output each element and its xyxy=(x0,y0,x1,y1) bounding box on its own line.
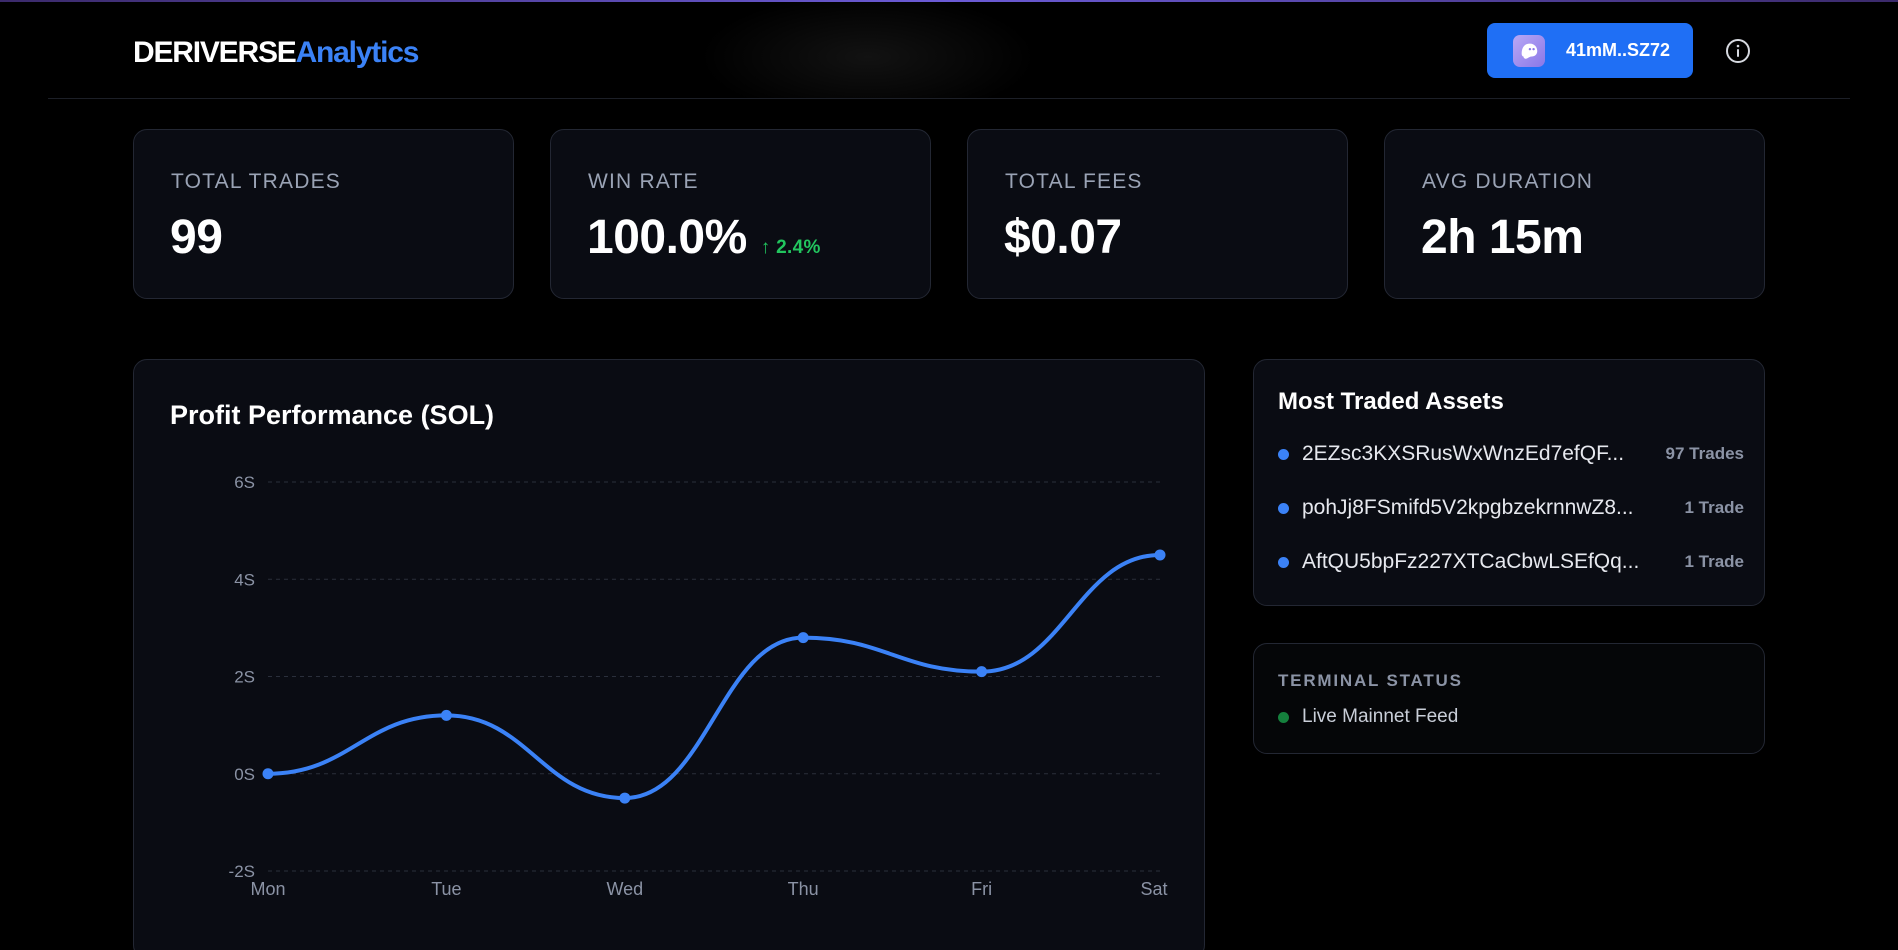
asset-dot xyxy=(1278,502,1289,514)
y-tick-label: 6S xyxy=(234,473,255,492)
info-button[interactable] xyxy=(1725,38,1751,64)
assets-title: Most Traded Assets xyxy=(1278,388,1504,415)
asset-row[interactable]: pohJj8FSmifd5V2kpgbzekrnnwZ8... 1 Trade xyxy=(1278,494,1744,522)
y-tick-label: -2S xyxy=(229,862,255,881)
stat-label: TOTAL TRADES xyxy=(171,170,341,193)
data-point xyxy=(262,768,274,780)
data-point xyxy=(619,792,631,804)
asset-trade-count: 97 Trades xyxy=(1665,444,1744,463)
header: DERIVERSEAnalytics 41mM..SZ72 xyxy=(48,2,1850,99)
chart-title: Profit Performance (SOL) xyxy=(170,400,495,430)
logo-brand: DERIVERSE xyxy=(133,36,297,69)
status-dot xyxy=(1278,711,1289,723)
data-point xyxy=(440,709,452,721)
stat-card-avg-duration: AVG DURATION 2h 15m xyxy=(1384,129,1765,299)
asset-row[interactable]: 2EZsc3KXSRusWxWnzEd7efQF... 97 Trades xyxy=(1278,440,1744,468)
y-tick-label: 0S xyxy=(234,765,255,784)
stat-label: TOTAL FEES xyxy=(1005,170,1143,193)
asset-trade-count: 1 Trade xyxy=(1684,498,1744,517)
data-point xyxy=(1154,549,1166,561)
asset-dot xyxy=(1278,556,1289,568)
x-tick-label: Thu xyxy=(788,879,819,899)
profit-chart-card: Profit Performance (SOL) -2S 0S 2S 4S 6S Mon T… xyxy=(133,359,1205,950)
series-line xyxy=(266,552,1162,801)
stat-card-total-fees: TOTAL FEES $0.07 xyxy=(967,129,1348,299)
asset-trade-count: 1 Trade xyxy=(1684,552,1744,571)
status-text: Live Mainnet Feed xyxy=(1302,706,1459,727)
wallet-button[interactable]: 41mM..SZ72 xyxy=(1487,23,1693,78)
stat-delta: ↑ 2.4% xyxy=(760,237,821,258)
logo-accent: Analytics xyxy=(295,36,420,69)
x-tick-label: Sat xyxy=(1140,879,1167,899)
top-accent-line xyxy=(0,0,1898,2)
x-tick-label: Mon xyxy=(250,879,285,899)
status-row: Live Mainnet Feed xyxy=(1278,706,1458,728)
y-tick-label: 4S xyxy=(234,570,255,589)
stat-value: 100.0% xyxy=(587,211,747,264)
stat-value-row: 100.0% ↑ 2.4% xyxy=(587,210,821,265)
stat-value: $0.07 xyxy=(1004,211,1122,264)
stat-value: 2h 15m xyxy=(1421,211,1584,264)
info-icon xyxy=(1726,39,1750,63)
data-point xyxy=(797,632,809,644)
data-point xyxy=(976,666,988,678)
stat-label: AVG DURATION xyxy=(1422,170,1594,193)
ghost-icon xyxy=(1513,34,1545,67)
stat-value: 99 xyxy=(170,211,223,264)
x-tick-label: Tue xyxy=(431,879,461,899)
y-tick-label: 2S xyxy=(234,668,255,687)
asset-name: AftQU5bpFz227XTCaCbwLSEfQq... xyxy=(1302,550,1640,573)
asset-dot xyxy=(1278,448,1289,460)
x-tick-label: Fri xyxy=(971,879,992,899)
wallet-address: 41mM..SZ72 xyxy=(1566,40,1671,60)
most-traded-assets-card: Most Traded Assets 2EZsc3KXSRusWxWnzEd7e… xyxy=(1253,359,1765,606)
asset-row[interactable]: AftQU5bpFz227XTCaCbwLSEfQq... 1 Trade xyxy=(1278,548,1744,576)
stat-card-win-rate: WIN RATE 100.0% ↑ 2.4% xyxy=(550,129,931,299)
stat-label: WIN RATE xyxy=(588,170,699,193)
x-tick-label: Wed xyxy=(606,879,643,899)
terminal-status-card: TERMINAL STATUS Live Mainnet Feed xyxy=(1253,643,1765,754)
asset-name: 2EZsc3KXSRusWxWnzEd7efQF... xyxy=(1302,442,1625,465)
logo[interactable]: DERIVERSEAnalytics xyxy=(133,35,420,71)
status-label: TERMINAL STATUS xyxy=(1278,671,1463,690)
profit-chart: -2S 0S 2S 4S 6S Mon Tue Wed Thu Fri Sat xyxy=(229,473,1168,899)
asset-name: pohJj8FSmifd5V2kpgbzekrnnwZ8... xyxy=(1302,496,1634,519)
stat-card-total-trades: TOTAL TRADES 99 xyxy=(133,129,514,299)
